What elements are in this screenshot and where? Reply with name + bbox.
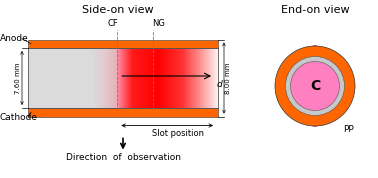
Circle shape	[291, 62, 339, 111]
Bar	[62, 48, 64, 108]
Bar	[104, 48, 105, 108]
Text: 7.60 mm: 7.60 mm	[15, 62, 21, 94]
Text: CF: CF	[108, 19, 119, 27]
Circle shape	[275, 46, 355, 126]
Bar	[28, 48, 29, 108]
Bar	[102, 48, 104, 108]
Bar	[112, 48, 113, 108]
Bar	[90, 48, 92, 108]
Bar	[68, 48, 70, 108]
Bar	[86, 48, 88, 108]
Bar	[96, 48, 98, 108]
Text: d: d	[217, 80, 223, 89]
Circle shape	[285, 56, 344, 116]
Bar	[37, 48, 39, 108]
Text: NG: NG	[152, 19, 165, 27]
Bar	[76, 48, 77, 108]
Text: Cathode: Cathode	[0, 113, 38, 122]
Bar	[73, 48, 74, 108]
Bar	[52, 48, 53, 108]
Bar	[43, 48, 44, 108]
Bar	[55, 48, 56, 108]
Bar	[28, 108, 218, 116]
Bar	[65, 48, 67, 108]
Bar	[105, 48, 107, 108]
Text: C: C	[310, 79, 320, 93]
Bar	[88, 48, 89, 108]
Bar	[33, 48, 34, 108]
Bar	[116, 48, 117, 108]
Bar	[313, 116, 317, 127]
Bar	[64, 48, 65, 108]
Bar	[31, 48, 33, 108]
Bar	[59, 48, 61, 108]
Bar	[77, 48, 79, 108]
Bar	[71, 48, 73, 108]
Bar	[42, 48, 43, 108]
Bar	[49, 48, 50, 108]
Text: 8.00 mm: 8.00 mm	[225, 62, 231, 94]
Bar	[40, 48, 42, 108]
Bar	[101, 48, 102, 108]
Bar	[107, 48, 108, 108]
Bar	[53, 48, 55, 108]
Bar	[95, 48, 96, 108]
Bar	[313, 45, 317, 56]
Bar	[82, 48, 83, 108]
Bar	[74, 48, 76, 108]
Bar	[36, 48, 37, 108]
Bar	[39, 48, 40, 108]
Bar	[85, 48, 86, 108]
Bar	[28, 48, 218, 108]
Bar	[113, 48, 114, 108]
Text: End-on view: End-on view	[281, 5, 349, 15]
Text: PP: PP	[343, 125, 354, 135]
Bar	[58, 48, 59, 108]
Bar	[83, 48, 85, 108]
Bar	[28, 40, 218, 48]
Bar	[47, 48, 49, 108]
Bar	[93, 48, 95, 108]
Bar	[46, 48, 47, 108]
Bar	[67, 48, 68, 108]
Bar	[89, 48, 90, 108]
Bar	[56, 48, 58, 108]
Text: Anode: Anode	[0, 34, 29, 43]
Bar	[98, 48, 99, 108]
Bar	[28, 48, 218, 108]
Bar	[44, 48, 46, 108]
Bar	[80, 48, 82, 108]
Bar	[92, 48, 93, 108]
Bar	[70, 48, 71, 108]
Bar	[34, 48, 36, 108]
Text: Side-on view: Side-on view	[82, 5, 154, 15]
Text: Slot position: Slot position	[152, 129, 204, 137]
Bar	[61, 48, 62, 108]
Bar	[110, 48, 112, 108]
Text: Direction  of  observation: Direction of observation	[65, 153, 181, 163]
Bar	[50, 48, 52, 108]
Bar	[79, 48, 80, 108]
Bar	[108, 48, 110, 108]
Bar	[29, 48, 31, 108]
Bar	[114, 48, 116, 108]
Bar	[99, 48, 101, 108]
